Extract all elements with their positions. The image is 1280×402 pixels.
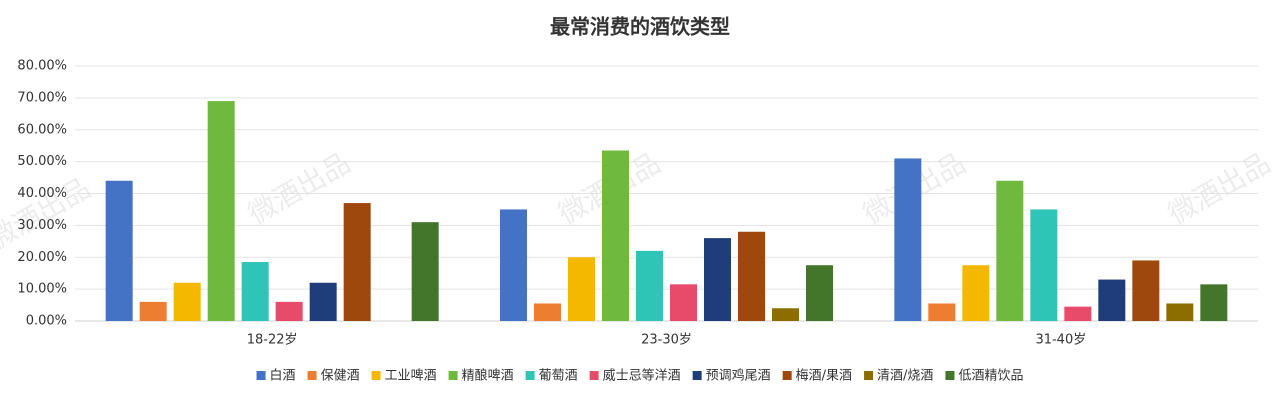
bar [568, 257, 595, 321]
bar [1030, 209, 1058, 321]
bar [241, 262, 269, 321]
x-tick-label: 31-40岁 [1035, 333, 1086, 348]
legend-swatch [945, 371, 955, 380]
bar [704, 238, 731, 321]
y-tick-label: 10.00% [17, 282, 67, 297]
watermark: 微酒出品 [1162, 146, 1276, 231]
legend-label: 精酿啤酒 [462, 368, 514, 384]
legend-swatch [589, 371, 599, 380]
bar [1098, 279, 1126, 321]
y-tick-label: 80.00% [17, 59, 67, 74]
bar [670, 284, 697, 321]
legend-label: 保健酒 [321, 369, 360, 384]
legend-swatch [782, 371, 792, 380]
y-tick-label: 50.00% [17, 154, 67, 169]
bar [772, 308, 799, 321]
legend-label: 葡萄酒 [539, 369, 578, 384]
legend-swatch [256, 371, 266, 380]
legend-swatch [371, 371, 381, 380]
legend-swatch [525, 371, 535, 380]
bar [343, 203, 371, 321]
bar [806, 265, 833, 321]
bar [275, 301, 303, 321]
legend-swatch [692, 371, 702, 380]
y-tick-label: 70.00% [17, 90, 67, 105]
bar [139, 301, 167, 321]
bar [105, 180, 133, 321]
watermark: 微酒出品 [242, 146, 356, 231]
y-tick-label: 0.00% [26, 314, 67, 329]
legend-label: 白酒 [270, 368, 296, 384]
legend-label: 威士忌等洋酒 [603, 368, 681, 384]
bar [1166, 303, 1194, 321]
legend-label: 工业啤酒 [385, 369, 437, 384]
legend-swatch [448, 371, 458, 380]
bar [602, 150, 629, 321]
legend-swatch [307, 371, 317, 380]
y-tick-label: 30.00% [17, 218, 67, 233]
bar [1200, 284, 1228, 321]
watermark: 微酒出品 [0, 171, 96, 256]
legend-swatch [864, 371, 874, 380]
x-tick-label: 23-30岁 [641, 333, 692, 348]
bar [207, 101, 235, 321]
y-tick-label: 40.00% [17, 186, 67, 201]
bar [962, 265, 990, 321]
bar [928, 303, 956, 321]
bar [996, 180, 1024, 321]
bar [411, 222, 439, 321]
y-tick-label: 60.00% [17, 122, 67, 137]
chart-title: 最常消费的酒饮类型 [550, 15, 730, 39]
bar [309, 282, 337, 321]
y-tick-label: 20.00% [17, 250, 67, 265]
bar [534, 303, 561, 321]
legend-label: 预调鸡尾酒 [706, 368, 771, 384]
bar [738, 231, 765, 321]
x-tick-label: 18-22岁 [247, 333, 298, 348]
legend-label: 梅酒/果酒 [796, 369, 852, 384]
legend-label: 低酒精饮品 [958, 369, 1023, 384]
bar [1132, 260, 1160, 321]
bar [1064, 306, 1092, 321]
bar [173, 282, 201, 321]
bar [894, 158, 922, 321]
bar [500, 209, 527, 321]
bar [636, 250, 663, 321]
legend-label: 清酒/烧酒 [877, 369, 933, 384]
